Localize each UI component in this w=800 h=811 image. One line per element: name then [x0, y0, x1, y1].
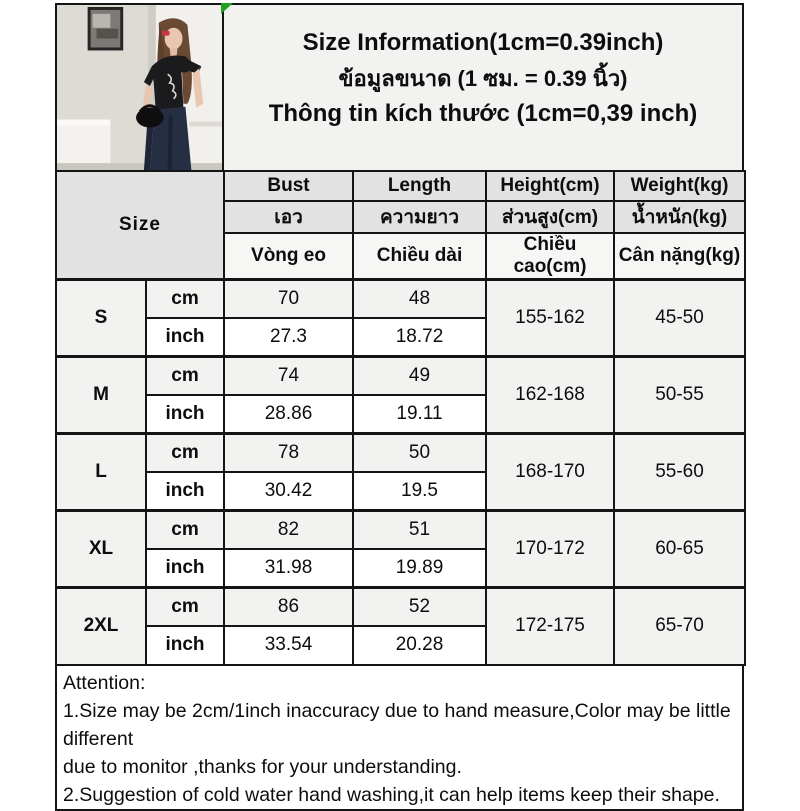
length-inch-value: 19.5 [352, 470, 487, 512]
weight-value: 55-60 [613, 432, 746, 512]
table-row: XL cm 82 51 170-172 60-65 [55, 509, 746, 589]
attention-line-2: due to monitor ,thanks for your understa… [63, 755, 462, 778]
size-header-cell: Size [55, 170, 225, 281]
unit-cm: cm [145, 278, 225, 319]
col-header-bust: Bust [223, 170, 354, 202]
title-thai: ข้อมูลขนาด (1 ซม. = 0.39 นิ้ว) [338, 66, 628, 91]
weight-value: 45-50 [613, 278, 746, 358]
bust-cm-value: 82 [223, 509, 354, 550]
size-info-title-block: Size Information(1cm=0.39inch) ข้อมูลขนา… [224, 5, 742, 170]
size-table: Size Bust Length Height(cm) Weight(kg) เ… [55, 170, 746, 666]
unit-inch: inch [145, 393, 225, 435]
weight-value: 50-55 [613, 355, 746, 435]
col-header-length-vi: Chiều dài [352, 232, 487, 281]
product-photo [57, 5, 224, 170]
header-row-th: เอว ความยาว ส่วนสูง(cm) น้ำหนัก(kg) [56, 200, 746, 234]
attention-heading: Attention: [63, 671, 146, 694]
table-row: inch 30.42 19.5 [56, 470, 745, 512]
table-row: inch 27.3 18.72 [56, 316, 745, 358]
attention-note: Attention: 1.Size may be 2cm/1inch inacc… [55, 665, 744, 811]
col-header-bust-th: เอว [223, 200, 354, 234]
bust-inch-value: 31.98 [223, 547, 354, 589]
unit-inch: inch [145, 624, 225, 666]
title-vietnamese: Thông tin kích thước (1cm=0,39 inch) [268, 100, 698, 127]
col-header-weight-vi: Cân nặng(kg) [613, 232, 746, 281]
length-inch-value: 20.28 [352, 624, 487, 666]
bust-inch-value: 27.3 [223, 316, 354, 358]
unit-cm: cm [145, 432, 225, 473]
bust-cm-value: 78 [223, 432, 354, 473]
height-value: 170-172 [485, 509, 615, 589]
col-header-height-th: ส่วนสูง(cm) [485, 200, 615, 234]
unit-inch: inch [145, 316, 225, 358]
size-label: S [55, 278, 147, 358]
bust-inch-value: 30.42 [223, 470, 354, 512]
attention-line-1: 1.Size may be 2cm/1inch inaccuracy due t… [63, 699, 731, 750]
length-inch-value: 18.72 [352, 316, 487, 358]
height-value: 172-175 [485, 586, 615, 666]
weight-value: 60-65 [613, 509, 746, 589]
bust-cm-value: 74 [223, 355, 354, 396]
col-header-weight: Weight(kg) [613, 170, 746, 202]
length-inch-value: 19.11 [352, 393, 487, 435]
col-header-length-th: ความยาว [352, 200, 487, 234]
length-inch-value: 19.89 [352, 547, 487, 589]
size-label: 2XL [55, 586, 147, 666]
unit-cm: cm [145, 586, 225, 627]
table-row: M cm 74 49 162-168 50-55 [55, 355, 746, 435]
unit-inch: inch [145, 470, 225, 512]
size-label: M [55, 355, 147, 435]
bust-inch-value: 33.54 [223, 624, 354, 666]
size-label: XL [55, 509, 147, 589]
size-label: L [55, 432, 147, 512]
title-english: Size Information(1cm=0.39inch) [302, 29, 664, 56]
table-row: inch 31.98 19.89 [56, 547, 745, 589]
unit-cm: cm [145, 355, 225, 396]
green-corner-marker-icon [221, 3, 233, 14]
height-value: 162-168 [485, 355, 615, 435]
height-value: 155-162 [485, 278, 615, 358]
weight-value: 65-70 [613, 586, 746, 666]
model-photo-illustration [57, 5, 222, 170]
length-cm-value: 51 [352, 509, 487, 550]
col-header-weight-th: น้ำหนัก(kg) [613, 200, 746, 234]
col-header-height-vi: Chiều cao(cm) [485, 232, 615, 281]
header-row-en: Size Bust Length Height(cm) Weight(kg) [55, 170, 746, 281]
unit-inch: inch [145, 547, 225, 589]
attention-line-3: 2.Suggestion of cold water hand washing,… [63, 783, 720, 806]
table-row: L cm 78 50 168-170 55-60 [55, 432, 746, 512]
top-row: Size Information(1cm=0.39inch) ข้อมูลขนา… [55, 3, 744, 170]
col-header-bust-vi: Vòng eo [223, 232, 354, 281]
length-cm-value: 50 [352, 432, 487, 473]
length-cm-value: 49 [352, 355, 487, 396]
unit-cm: cm [145, 509, 225, 550]
length-cm-value: 52 [352, 586, 487, 627]
table-row: inch 28.86 19.11 [56, 393, 745, 435]
col-header-length: Length [352, 170, 487, 202]
table-row: S cm 70 48 155-162 45-50 [55, 278, 746, 358]
table-row: 2XL cm 86 52 172-175 65-70 [55, 586, 746, 666]
table-row: inch 33.54 20.28 [56, 624, 745, 666]
bust-inch-value: 28.86 [223, 393, 354, 435]
bust-cm-value: 86 [223, 586, 354, 627]
height-value: 168-170 [485, 432, 615, 512]
size-chart-sheet: Size Information(1cm=0.39inch) ข้อมูลขนา… [55, 3, 746, 811]
header-row-vi: Vòng eo Chiều dài Chiều cao(cm) Cân nặng… [56, 232, 746, 281]
col-header-height: Height(cm) [485, 170, 615, 202]
bust-cm-value: 70 [223, 278, 354, 319]
length-cm-value: 48 [352, 278, 487, 319]
